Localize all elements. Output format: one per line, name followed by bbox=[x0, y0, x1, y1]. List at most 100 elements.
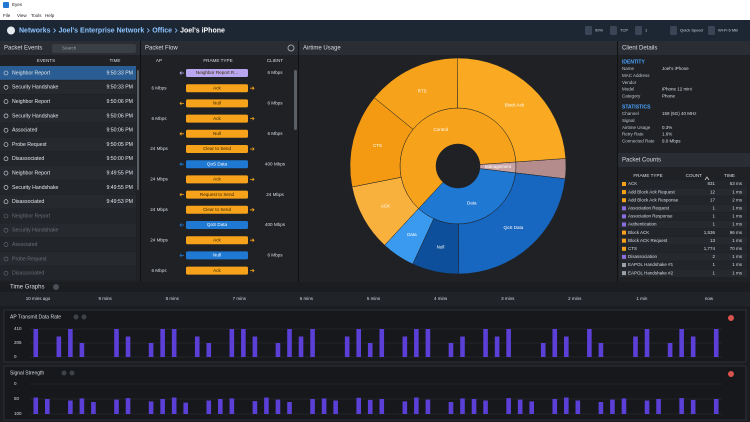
count-row bbox=[619, 220, 747, 229]
scrollbar[interactable] bbox=[294, 70, 297, 130]
client-rate: 6 Mbps bbox=[267, 253, 283, 258]
bar bbox=[321, 398, 327, 414]
bar bbox=[575, 400, 581, 414]
panel-title: Client Details bbox=[622, 46, 657, 52]
frame-pill[interactable] bbox=[186, 175, 248, 184]
breadcrumb-item[interactable]: Joel's iPhone bbox=[180, 27, 225, 34]
status-icon[interactable] bbox=[670, 26, 677, 35]
bar bbox=[33, 397, 39, 414]
breadcrumb-item[interactable]: Networks bbox=[19, 27, 51, 34]
back-button[interactable] bbox=[7, 26, 15, 35]
menu-item[interactable]: File bbox=[3, 13, 11, 18]
graph-icon[interactable] bbox=[69, 370, 75, 376]
detail-value: 9.0 Mbps bbox=[662, 138, 681, 143]
count-row bbox=[619, 228, 747, 237]
frame-pill[interactable] bbox=[186, 69, 248, 77]
add-graph-button[interactable] bbox=[53, 284, 59, 290]
event-row[interactable] bbox=[0, 180, 136, 195]
menu-item[interactable]: Tools bbox=[31, 13, 42, 18]
bar bbox=[656, 399, 661, 414]
frame-pill[interactable] bbox=[186, 221, 248, 229]
panel-title: Packet Events bbox=[4, 46, 42, 52]
bar bbox=[540, 343, 546, 357]
event-row[interactable] bbox=[0, 108, 136, 123]
scrollbar[interactable] bbox=[137, 70, 139, 190]
breadcrumb-item[interactable]: Office bbox=[152, 27, 172, 34]
panel-header bbox=[618, 153, 750, 167]
frame-pill[interactable] bbox=[186, 129, 248, 138]
event-row[interactable] bbox=[0, 94, 136, 109]
segment-label: Control bbox=[433, 127, 448, 132]
column-header: TIME bbox=[724, 173, 735, 178]
remove-graph-button[interactable] bbox=[728, 371, 734, 377]
airtime-segment[interactable] bbox=[458, 172, 566, 275]
event-row[interactable] bbox=[0, 251, 136, 266]
bar bbox=[483, 329, 488, 357]
frame-pill[interactable] bbox=[186, 114, 248, 123]
frame-type: Add Block Ack Response bbox=[628, 197, 679, 202]
close-icon[interactable] bbox=[287, 44, 295, 52]
status-icon[interactable] bbox=[708, 26, 715, 35]
event-icon bbox=[3, 142, 9, 147]
bar bbox=[610, 399, 615, 414]
frame-pill[interactable] bbox=[186, 99, 248, 108]
event-row[interactable] bbox=[0, 194, 136, 209]
event-name: Associated bbox=[12, 128, 37, 134]
graph-icon[interactable] bbox=[73, 314, 79, 320]
event-row[interactable] bbox=[0, 151, 136, 166]
event-row[interactable] bbox=[0, 237, 136, 252]
bar bbox=[114, 399, 119, 414]
event-name: Associated bbox=[12, 242, 37, 248]
bar bbox=[171, 397, 177, 414]
search-placeholder[interactable]: Search bbox=[62, 46, 77, 51]
remove-graph-button[interactable] bbox=[728, 315, 734, 321]
frame-pill[interactable] bbox=[186, 190, 248, 199]
frame-pill[interactable] bbox=[186, 266, 248, 275]
bar bbox=[333, 400, 338, 414]
frame-type: EAPOL Handshake #1 bbox=[628, 262, 674, 267]
frame-time: 1 ms bbox=[732, 205, 743, 210]
event-row[interactable] bbox=[0, 209, 136, 223]
menu-item[interactable]: View bbox=[17, 13, 27, 18]
breadcrumb-item[interactable]: Joel's Enterprise Network bbox=[59, 27, 145, 34]
event-row[interactable] bbox=[0, 137, 136, 152]
status-icon[interactable] bbox=[585, 26, 592, 35]
bar bbox=[679, 398, 684, 414]
sort-arrow[interactable] bbox=[704, 176, 710, 181]
bar bbox=[713, 399, 719, 414]
frame-pill[interactable] bbox=[186, 145, 248, 153]
frame-pill[interactable] bbox=[186, 205, 248, 214]
event-row[interactable] bbox=[0, 123, 136, 137]
frame-pill[interactable] bbox=[186, 236, 248, 245]
status-label: Wi-Fi 6 MB bbox=[718, 28, 738, 33]
status-icon[interactable] bbox=[635, 26, 642, 35]
bar bbox=[125, 336, 131, 357]
menu-item[interactable]: Help bbox=[45, 13, 55, 18]
airtime-segment[interactable] bbox=[456, 57, 567, 163]
client-rate: 6 Mbps bbox=[267, 70, 283, 75]
bar bbox=[552, 399, 558, 414]
bar bbox=[679, 329, 684, 357]
status-icon[interactable] bbox=[610, 26, 617, 35]
bar bbox=[690, 399, 696, 414]
panel-title: Packet Flow bbox=[145, 46, 178, 52]
detail-value: Joel's iPhone bbox=[662, 66, 689, 71]
bar bbox=[644, 329, 650, 357]
event-row[interactable] bbox=[0, 66, 136, 80]
search-box[interactable] bbox=[52, 44, 136, 53]
frame-pill[interactable] bbox=[186, 84, 248, 93]
bar bbox=[79, 398, 85, 414]
event-row[interactable] bbox=[0, 166, 136, 180]
event-row[interactable] bbox=[0, 80, 136, 95]
count-row bbox=[619, 245, 747, 253]
bar bbox=[506, 329, 511, 357]
graph-icon[interactable] bbox=[81, 314, 87, 320]
frame-pill[interactable] bbox=[186, 160, 248, 169]
graph-icon[interactable] bbox=[61, 370, 67, 376]
event-row[interactable] bbox=[0, 266, 136, 280]
event-row[interactable] bbox=[0, 223, 136, 238]
frame-pill[interactable] bbox=[186, 251, 248, 260]
flow-arrow bbox=[250, 208, 255, 212]
bar bbox=[690, 336, 696, 357]
